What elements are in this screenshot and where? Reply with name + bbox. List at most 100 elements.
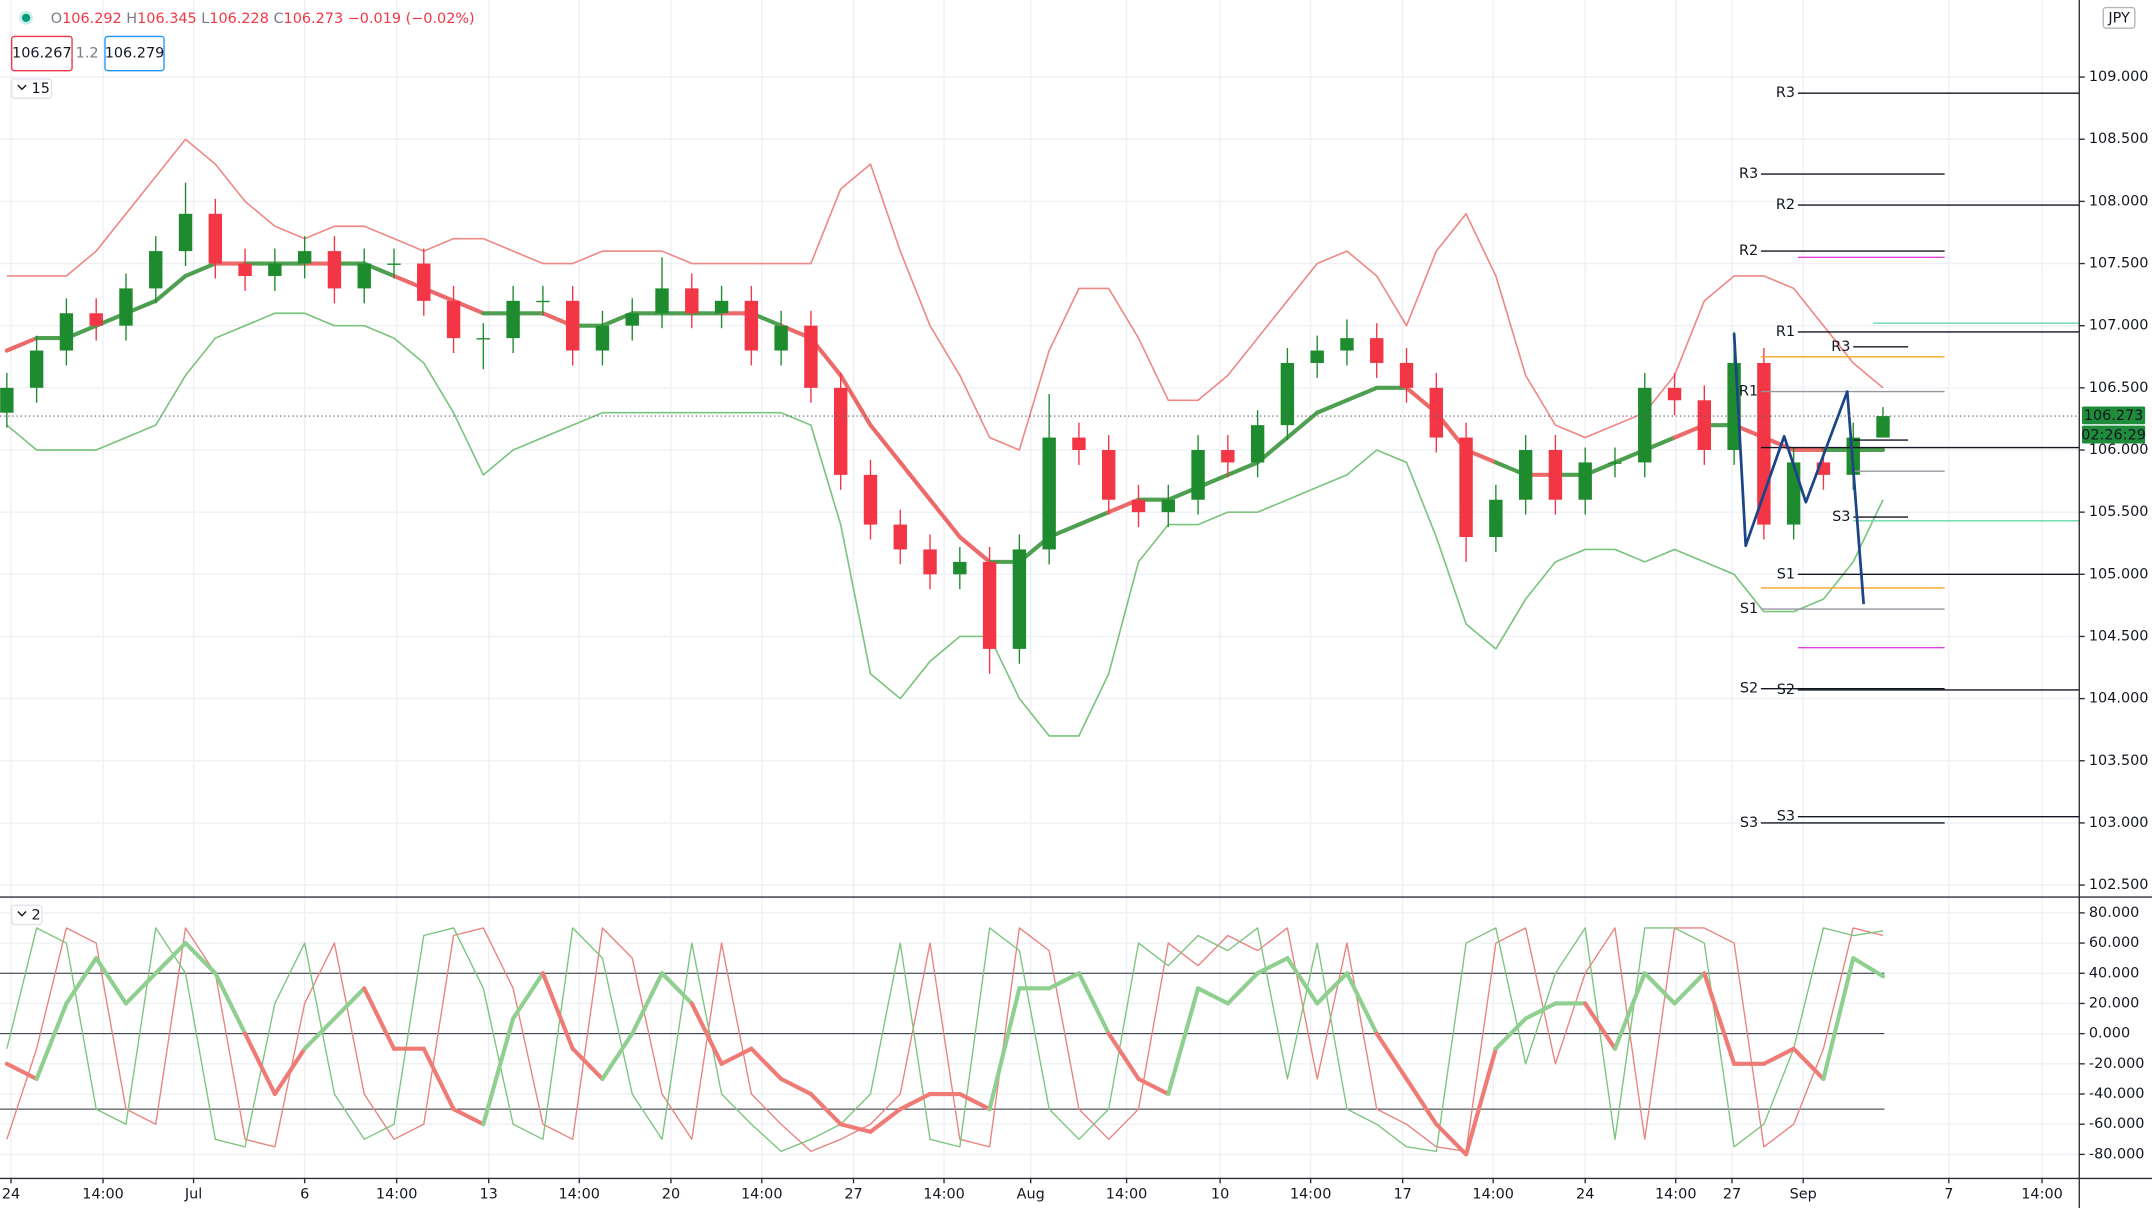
candle-body [1161,499,1175,513]
oscillator-segment [511,971,545,1021]
sell-box[interactable] [10,35,73,72]
y-tick-label: 107.500 [2089,256,2149,272]
candle-body [238,263,252,276]
y-tick-label: -80.000 [2089,1146,2145,1162]
countdown: 02:26:29 [2081,427,2146,443]
candle-body [1757,362,1771,525]
oscillator-segment [332,986,367,1021]
indicator-toggle[interactable]: 15 [10,78,53,99]
basis-segment [957,534,992,564]
candle-body [923,549,937,575]
candle-body [1638,387,1652,463]
x-tick-label: 24 [1576,1186,1594,1202]
ask-price[interactable]: 106.279 [105,46,165,62]
candle-body [1221,449,1235,463]
currency[interactable]: JPY [2107,11,2130,27]
basis-segment [927,497,962,540]
ohlc-key: O [51,11,62,27]
pivot-label: S2 [1740,681,1758,697]
y-tick-label: 103.000 [2089,815,2149,831]
pivot-label: R3 [1831,339,1850,355]
candle-body [297,251,312,264]
y-tick-label: 80.000 [2089,905,2139,921]
candle-body [685,288,699,314]
pivot-label: S1 [1777,566,1795,582]
x-tick-label: 14:00 [741,1186,783,1202]
pivot-label: S3 [1740,815,1758,831]
x-tick-label: 24 [2,1186,20,1202]
pivot-label: R1 [1776,324,1795,340]
ohlc-value: 106.228 [209,11,269,27]
candle-body [1280,362,1295,426]
candle-body [1608,462,1622,464]
oscillator-segment [94,956,129,1006]
indicator-toggle-box[interactable] [10,78,53,99]
candle-body [1578,462,1592,500]
candle-body [1340,338,1354,351]
currency-button[interactable]: JPY [2102,6,2136,29]
x-tick-label: 14:00 [558,1186,600,1202]
y-tick-label: 102.500 [2089,877,2149,893]
currency-box[interactable] [2102,6,2136,29]
oscillator-segment [1255,956,1290,976]
oscillator-segment [362,986,397,1051]
oscillator-segment [1315,971,1350,1006]
candle-body [1191,449,1205,500]
candle-body [1370,338,1384,363]
x-tick-label: 14:00 [923,1186,965,1202]
sell-button[interactable]: 106.267 [10,35,73,72]
ohlc-key: C [273,11,283,27]
signal-line [6,927,1884,1153]
oscillator-segment [719,1046,754,1066]
candle-body [714,300,729,314]
oscillator-segment [481,1016,516,1127]
buy-button[interactable]: 106.279 [104,35,165,72]
oscillator-segment [1672,971,1707,1006]
oscillator-segment [1225,971,1260,1006]
candle-body [655,288,669,314]
y-tick-label: 109.000 [2089,69,2149,85]
basis-segment [1344,385,1379,403]
pivot-label: R3 [1776,85,1795,101]
oscillator-segment [600,1031,635,1081]
oscillator-toggle[interactable]: 2 [10,904,43,926]
pivot-label: S3 [1777,809,1795,825]
x-tick-label: Jul [184,1186,202,1202]
x-tick-label: 6 [300,1186,309,1202]
band-line [6,138,1884,451]
ohlc-value: 106.273 [284,11,344,27]
pivot-label: S3 [1832,509,1850,525]
oscillator-segment [4,1061,39,1081]
oscillator-segment [1106,1031,1141,1081]
oscillator-segment [1642,971,1677,1006]
oscillator-segment [34,1001,69,1081]
basis-segment [838,373,873,428]
oscillator-segment [808,1091,843,1127]
x-tick-label: 27 [844,1186,862,1202]
buy-box[interactable] [104,35,165,72]
status-dot [21,13,31,22]
oscillator-segment [1136,1076,1171,1097]
x-tick-label: 17 [1393,1186,1411,1202]
candle-body [476,338,491,340]
oscillator-segment [451,1107,486,1127]
candle-body [1459,437,1473,538]
oscillator-segment [1166,986,1201,1097]
candle-body [804,325,818,388]
countdown-tag [2082,425,2146,444]
y-tick-label: 105.000 [2089,566,2149,582]
ohlc-key: L [201,11,209,27]
candle-body [506,300,520,339]
candle-body [208,213,223,264]
bid-price[interactable]: 106.267 [12,46,72,62]
candle-body [387,263,401,265]
basis-segment [1285,410,1320,440]
pivot-label: R2 [1776,197,1795,213]
pivot-label: R3 [1739,166,1758,182]
candle-body [536,300,550,303]
basis-segment [868,423,903,465]
candle-body [1697,400,1712,450]
y-tick-label: -20.000 [2089,1056,2145,1072]
oscillator-toggle-box[interactable] [10,904,43,926]
